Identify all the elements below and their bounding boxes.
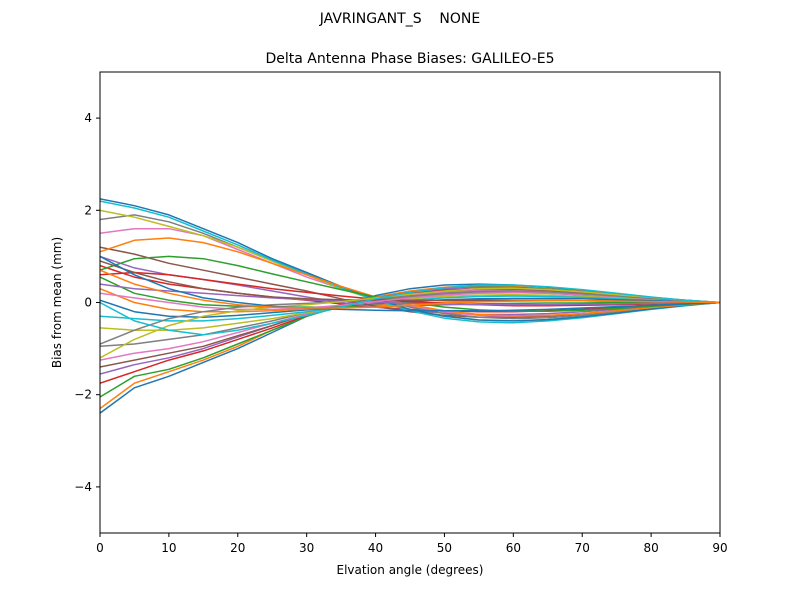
x-tick-label: 90	[712, 541, 727, 555]
x-tick-label: 60	[506, 541, 521, 555]
series-line-29	[100, 287, 720, 359]
series-line-21	[100, 198, 720, 322]
x-tick-label: 10	[161, 541, 176, 555]
series-line-32	[100, 269, 720, 309]
series-line-23	[100, 255, 720, 313]
x-tick-label: 40	[368, 541, 383, 555]
series-layer	[100, 198, 720, 414]
x-tick-label: 20	[230, 541, 245, 555]
series-line-18	[100, 214, 720, 320]
y-tick-label: 0	[84, 296, 92, 310]
series-line-31	[100, 255, 720, 312]
series-line-24	[100, 271, 720, 307]
y-axis: −4 −2 0 2 4	[74, 111, 100, 494]
series-line-30	[100, 284, 720, 336]
x-axis-label: Elvation angle (degrees)	[337, 563, 484, 577]
series-line-25	[100, 283, 720, 306]
y-tick-label: −4	[74, 480, 92, 494]
chart-title: Delta Antenna Phase Biases: GALILEO-E5	[265, 51, 554, 67]
y-tick-label: −2	[74, 388, 92, 402]
x-tick-label: 80	[643, 541, 658, 555]
y-axis-label: Bias from mean (mm)	[50, 237, 64, 368]
x-tick-label: 70	[575, 541, 590, 555]
x-tick-label: 30	[299, 541, 314, 555]
x-tick-label: 50	[437, 541, 452, 555]
series-line-9	[100, 293, 720, 331]
x-tick-label: 0	[96, 541, 104, 555]
y-tick-label: 4	[84, 111, 92, 125]
y-tick-label: 2	[84, 203, 92, 217]
x-axis: 0 10 20 30 40 50 60 70 80 90	[96, 533, 728, 555]
figure-suptitle: JAVRINGANT_S NONE	[319, 11, 480, 27]
series-line-28	[100, 290, 720, 345]
